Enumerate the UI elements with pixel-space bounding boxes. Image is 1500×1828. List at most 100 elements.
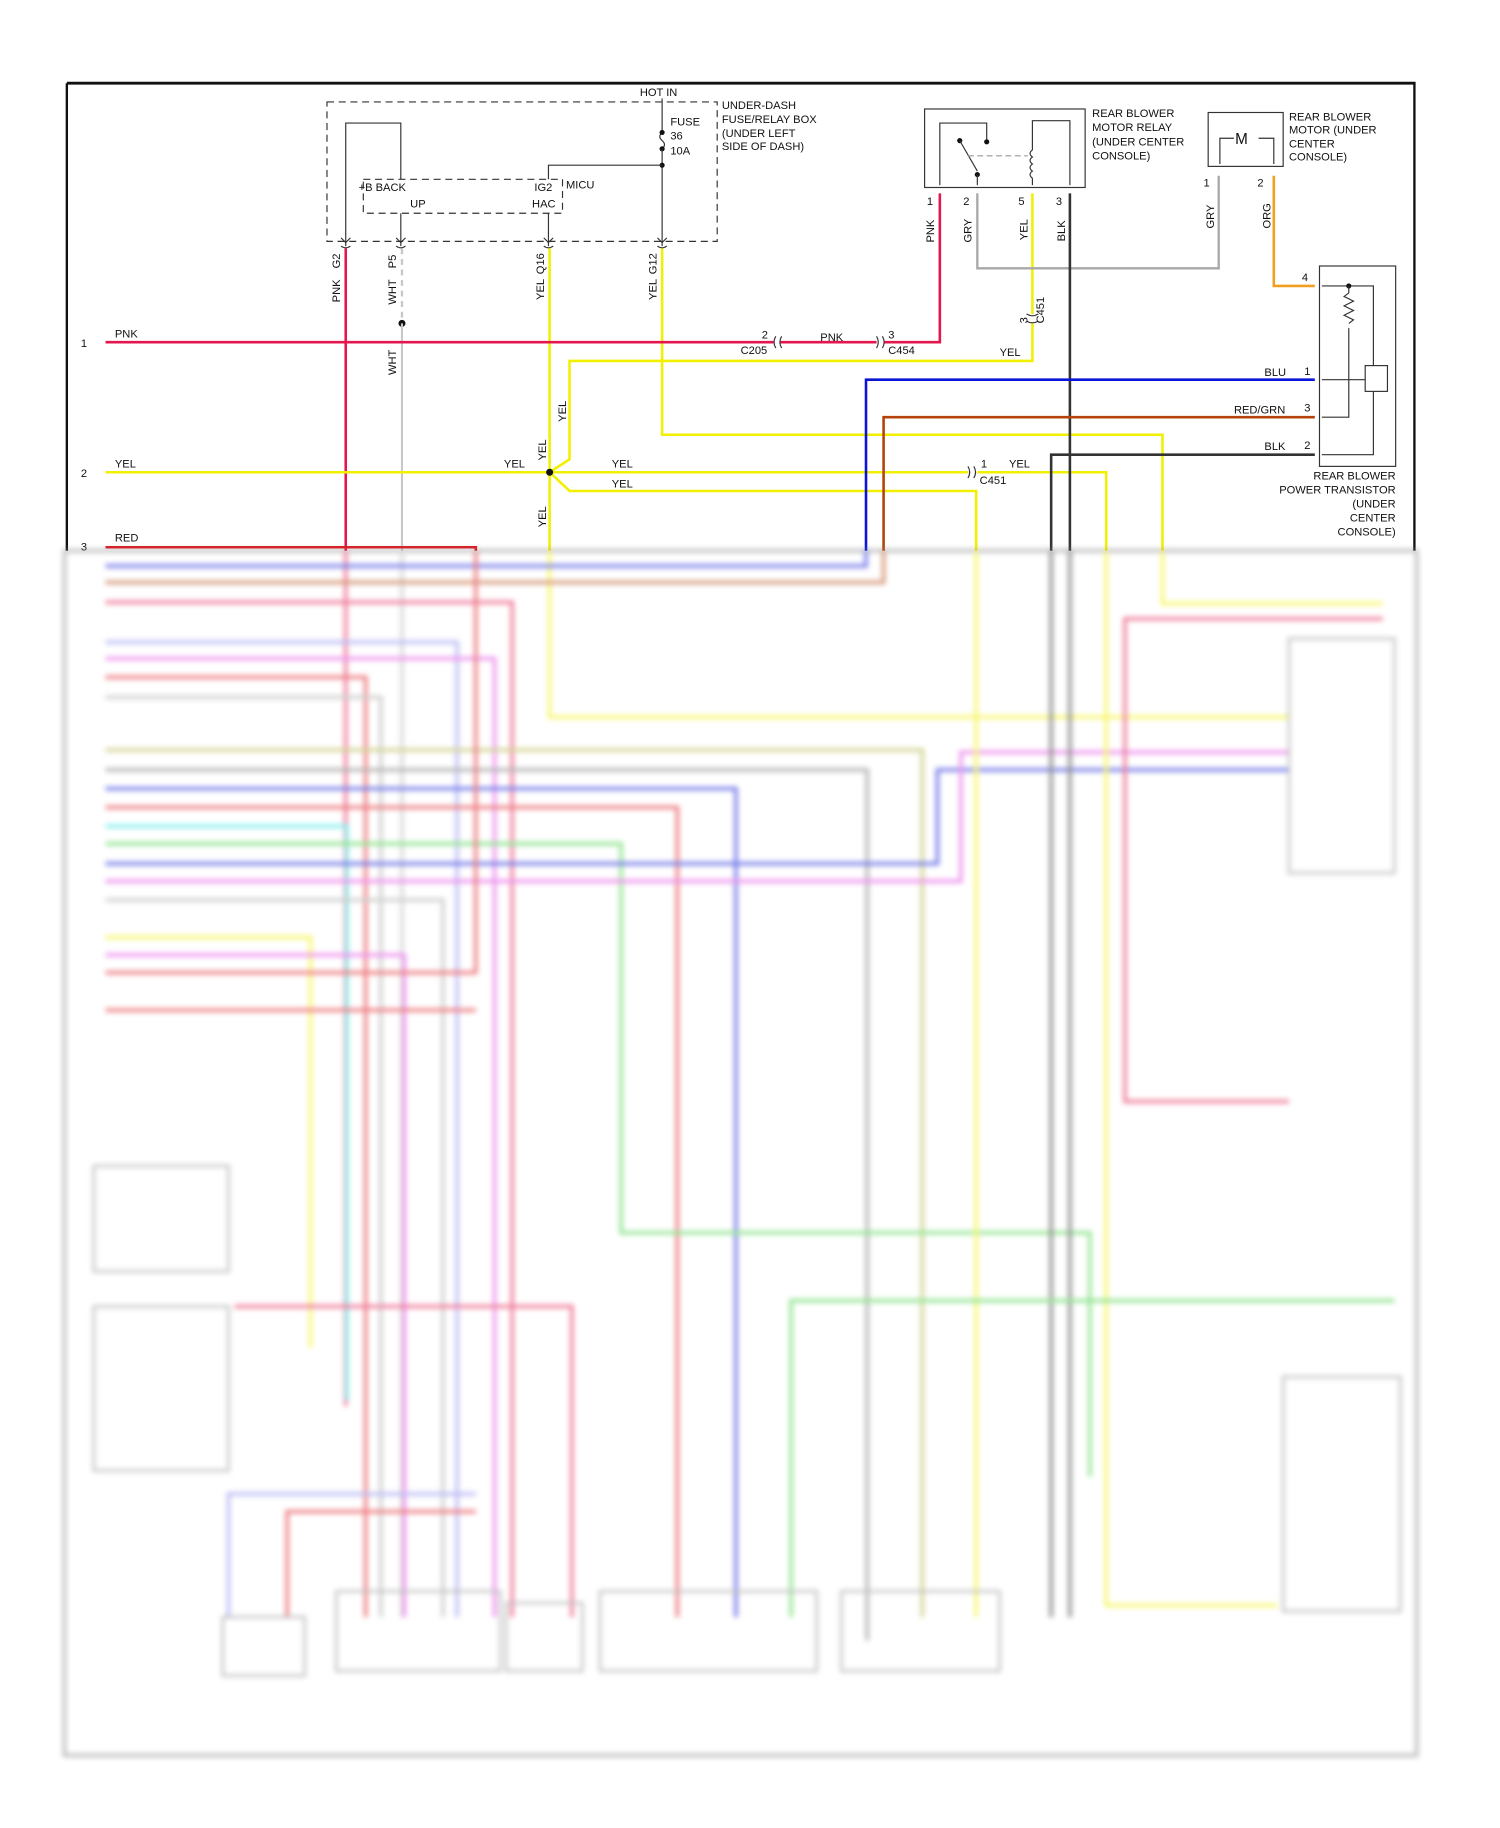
c451-connector-icon [1026,313,1039,324]
wires [105,175,1315,551]
blurred-lower-diagram [62,548,1419,1758]
wire-labels: 1 PNK 2 YEL 3 RED WHT 2 C205 PNK 3 C454 … [81,297,1047,554]
wire-label: BLU [1264,367,1286,379]
rear-blower-motor-relay: 1 2 5 3 PNK GRY YEL BLK REAR BLOWER MOTO… [924,108,1184,243]
wire-label: YEL [1019,219,1031,240]
wire-label: WHT [387,349,399,375]
wire-label: YEL [612,478,633,490]
connector-pin: 3 [1019,317,1031,323]
up-label: UP [410,198,425,210]
transistor-label: CONSOLE) [1338,527,1396,539]
fuse-box-label: UNDER-DASH [722,100,796,112]
wire-label: BLK [1056,220,1068,242]
line-number: 2 [81,468,87,480]
wire-label: RED/GRN [1234,405,1285,417]
fuse-box-label: FUSE/RELAY BOX [722,114,817,126]
wire-label: YEL [504,459,525,471]
fuse-box-label: (UNDER LEFT [722,128,796,140]
terminal-pin: P5 [387,255,399,269]
terminal-pin: Q16 [535,253,547,274]
fuse-box-label: SIDE OF DASH) [722,141,805,153]
relay-pin: 5 [1018,196,1024,208]
motor-label: REAR BLOWER [1289,112,1371,124]
wire-label: PNK [820,332,843,344]
connector-label: C451 [1035,297,1047,324]
transistor-pin: 2 [1304,440,1310,452]
wire-label: GRY [962,218,974,242]
transistor-label: (UNDER [1352,498,1395,510]
motor-label: CENTER [1289,139,1335,151]
diagram-frame [65,81,1416,551]
wire-label: ORG [1261,203,1273,228]
fuse-rating: 10A [670,146,690,158]
wire-label: GRY [1205,204,1217,228]
wire-gry [976,175,1220,270]
connector-pin: 2 [762,330,768,342]
c454-connector-icon [876,336,885,349]
relay-pin: 2 [963,196,969,208]
relay-label: MOTOR RELAY [1092,122,1173,134]
rear-blower-power-transistor: 4 1 3 2 BLU RED/GRN BLK REAR BLOWER POWE… [1234,265,1397,539]
wire-label: YEL [557,401,569,422]
transistor-pin: 3 [1304,402,1310,414]
motor-pin: 1 [1203,177,1209,189]
hot-in-label: HOT IN [640,87,678,99]
motor-pin: 2 [1257,177,1263,189]
wire-label: YEL [537,506,549,527]
rear-blower-motor: M 1 2 GRY ORG REAR BLOWER MOTOR (UNDER C… [1203,112,1376,229]
transistor-pin: 1 [1304,366,1310,378]
wire-label: PNK [925,219,937,242]
fuse-label: FUSE [670,116,700,128]
wire-blk-transistor [1049,453,1315,551]
motor-icon: M [1235,131,1248,148]
connector-pin: 1 [981,459,987,471]
b-back-label: +B BACK [359,182,407,194]
wire-red-grn [882,415,1315,551]
micu-label: MICU [566,180,594,192]
resistor-icon [1342,292,1355,324]
splice-dot [546,468,554,476]
hac-label: HAC [532,198,556,210]
fuse-number: 36 [670,130,682,142]
terminal-color: YEL [535,279,547,300]
line-number: 1 [81,338,87,350]
connector-label: C205 [741,345,768,357]
relay-pin: 3 [1056,196,1062,208]
connector-label: C454 [888,345,915,357]
terminal-color: PNK [331,279,343,302]
motor-label: MOTOR (UNDER [1289,125,1377,137]
terminal-color: YEL [647,279,659,300]
transistor-label: CENTER [1350,512,1396,524]
ig2-label: IG2 [534,182,552,194]
connector-label: C451 [980,475,1007,487]
wire-label: YEL [1000,347,1021,359]
motor-label: CONSOLE) [1289,152,1347,164]
under-dash-fuse-relay-box: HOT IN FUSE 36 10A UNDER-DASH FUSE/RELAY… [326,87,817,305]
relay-coil-icon [1029,149,1034,179]
c205-connector-icon [773,336,783,349]
terminal-pin: G12 [647,253,659,274]
terminal-pin: G2 [331,253,343,268]
transistor-label: REAR BLOWER [1313,470,1395,482]
wire-blu [864,378,1315,551]
connector-pin: 3 [888,330,894,342]
c451-connector-icon [967,466,977,479]
wire-label: YEL [115,459,136,471]
line-number: 3 [81,542,87,554]
relay-label: REAR BLOWER [1092,108,1174,120]
wire-label: YEL [1009,459,1030,471]
wire-label: BLK [1264,441,1286,453]
relay-label: CONSOLE) [1092,150,1150,162]
transistor-label: POWER TRANSISTOR [1279,484,1395,496]
fuse-icon [659,131,666,150]
transistor-pin: 4 [1302,272,1308,284]
wire-label: YEL [612,459,633,471]
relay-pin: 1 [927,196,933,208]
wire-org [1272,175,1315,288]
wire-label: YEL [537,439,549,460]
relay-label: (UNDER CENTER [1092,136,1184,148]
terminal-color: WHT [387,279,399,305]
wire-label: RED [115,532,139,544]
wire-label: PNK [115,328,138,340]
